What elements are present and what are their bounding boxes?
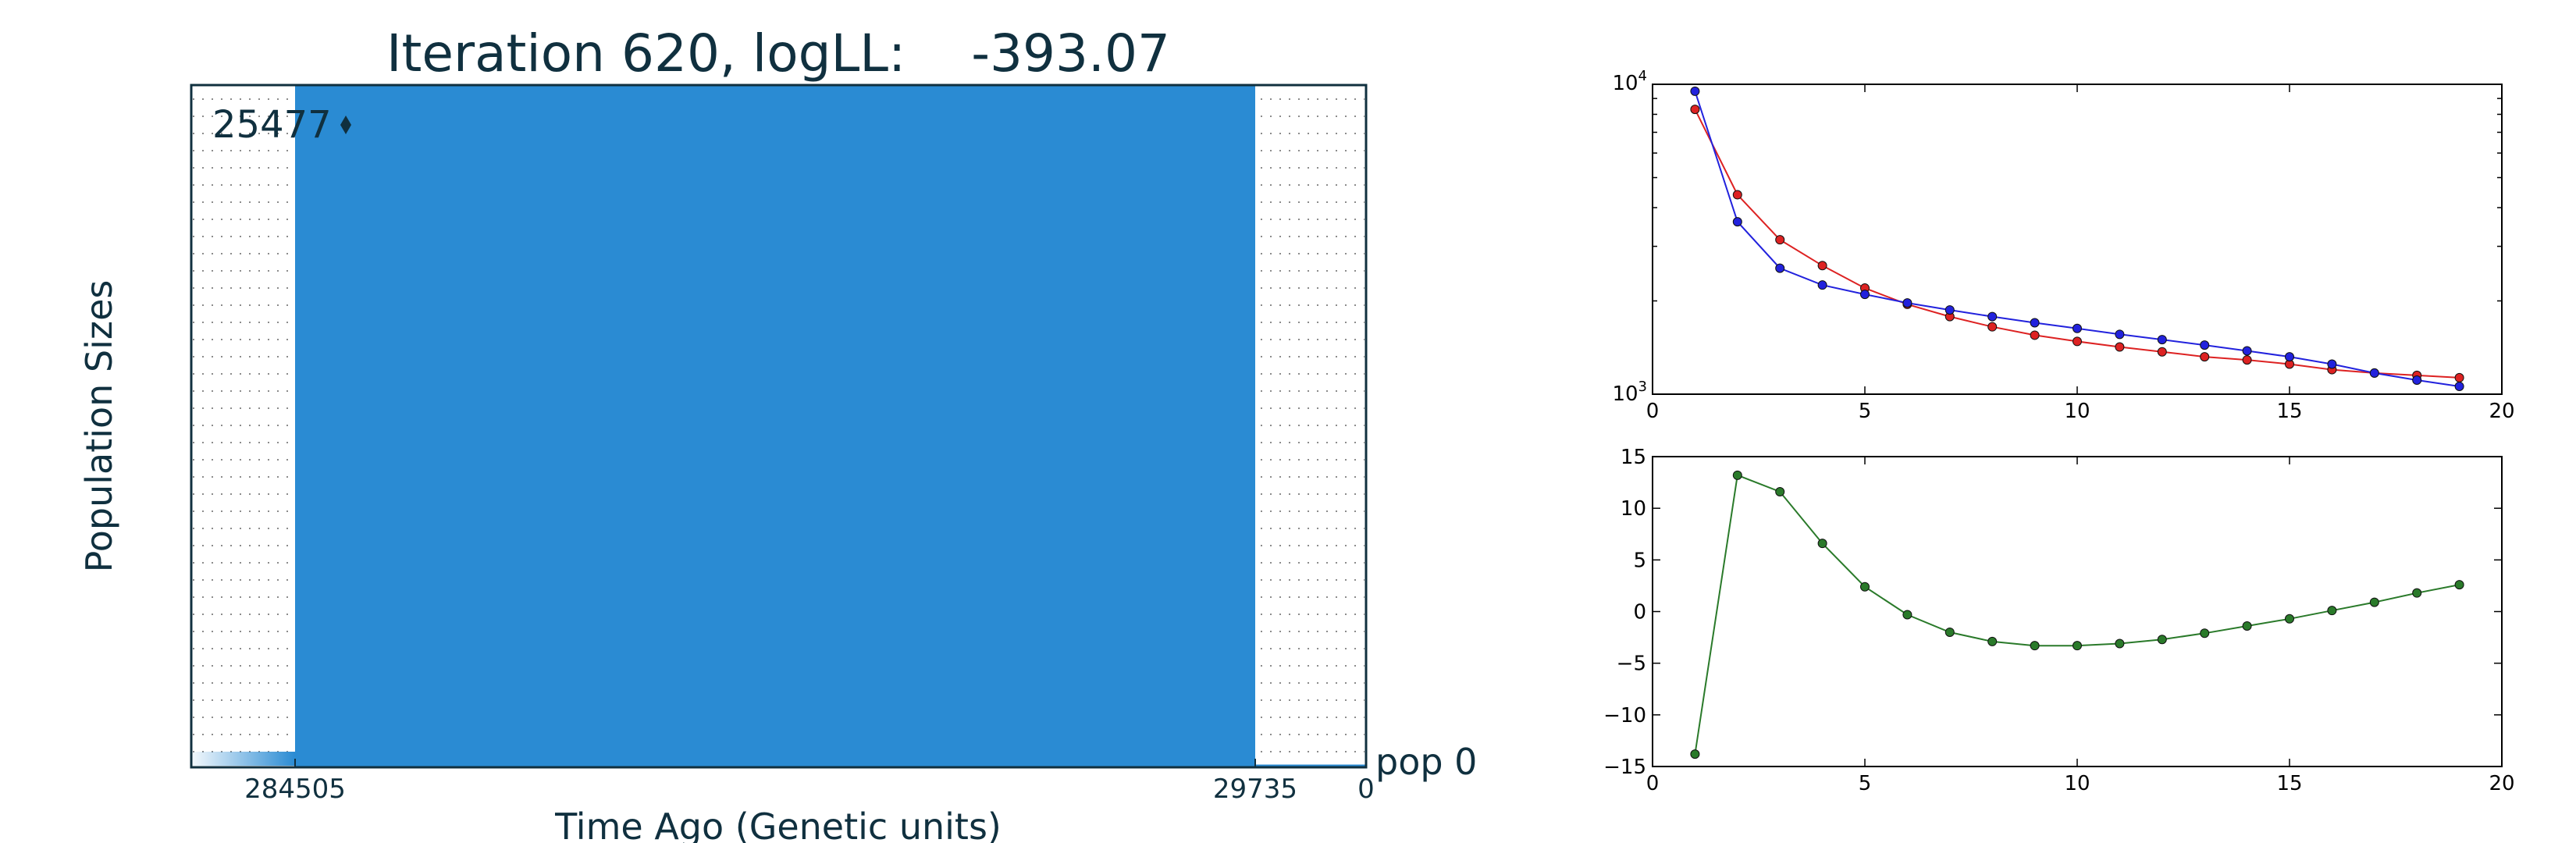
- top-series-1-point-18: [2412, 375, 2422, 386]
- top-x-tick-label-15: 15: [2276, 400, 2302, 423]
- population-label: pop 0: [1375, 741, 1477, 783]
- x-tick-label-0: 0: [1357, 774, 1375, 805]
- top-series-1-point-15: [2285, 352, 2294, 362]
- bottom-y-tick-label-0: 0: [1633, 601, 1646, 624]
- bottom-x-tick-label-5: 5: [1859, 772, 1872, 795]
- top-y-tick-exponent-3: 3: [1638, 379, 1647, 395]
- bottom-series-0-point-11: [2115, 638, 2125, 649]
- x-tick-label-29735: 29735: [1213, 774, 1297, 805]
- bottom-plot-frame: [1652, 456, 2503, 767]
- top-series-0-point-14: [2242, 355, 2252, 365]
- top-series-0-point-1: [1690, 105, 1700, 115]
- top-series-1-point-11: [2115, 329, 2125, 340]
- top-series-0-point-9: [2030, 330, 2040, 340]
- bottom-y-tick-label-5: 5: [1633, 549, 1646, 572]
- chart-title: Iteration 620, logLL: -393.07: [386, 23, 1170, 84]
- bottom-series-0-point-16: [2327, 606, 2337, 616]
- top-x-tick-label-5: 5: [1859, 400, 1872, 423]
- top-series-1-point-2: [1732, 217, 1742, 227]
- size-marker: [340, 116, 351, 134]
- size-annotation: 25477: [212, 103, 332, 147]
- top-series-0-point-3: [1775, 235, 1785, 245]
- top-series-1-point-17: [2369, 368, 2379, 378]
- top-y-tick-exponent-4: 4: [1638, 68, 1647, 84]
- bottom-series-0-point-6: [1902, 610, 1912, 620]
- bottom-series-0-point-15: [2285, 614, 2294, 624]
- bottom-series-0-point-19: [2454, 580, 2464, 590]
- top-series-1-point-4: [1817, 280, 1827, 290]
- y-axis-label: Population Sizes: [78, 280, 120, 573]
- top-y-tick-label-10-3: 103: [1612, 379, 1647, 406]
- bottom-y-tick-label--10: −10: [1603, 704, 1646, 727]
- bottom-series-0-point-10: [2073, 641, 2082, 651]
- top-series-1-point-8: [1987, 311, 1998, 322]
- bottom-series-0-point-17: [2369, 597, 2379, 607]
- top-series-0-point-2: [1732, 190, 1742, 200]
- top-series-1-point-10: [2073, 323, 2082, 333]
- bottom-series-0-point-4: [1817, 539, 1827, 549]
- top-x-ticks: 0 5 10 15 20: [1646, 84, 2515, 423]
- top-series-1-point-16: [2327, 359, 2337, 369]
- top-series-1-point-9: [2030, 318, 2040, 328]
- bottom-series-0-point-12: [2157, 635, 2167, 645]
- bottom-x-tick-label-10: 10: [2064, 772, 2090, 795]
- bottom-y-tick-label-15: 15: [1621, 446, 1646, 469]
- top-x-tick-label-10: 10: [2064, 400, 2090, 423]
- top-series-0-point-10: [2073, 336, 2082, 347]
- bottom-series-group: [1690, 470, 2464, 759]
- top-x-tick-label-0: 0: [1646, 400, 1660, 423]
- panel-frame: [190, 84, 1368, 769]
- bottom-y-tick-label-10: 10: [1621, 497, 1646, 521]
- top-series-0-point-13: [2200, 352, 2210, 362]
- bottom-series-0-point-9: [2030, 641, 2040, 651]
- bottom-x-ticks: 0 5 10 15 20: [1646, 457, 2515, 795]
- bottom-series-0-point-14: [2242, 621, 2252, 631]
- bottom-series-0-point-5: [1860, 582, 1870, 592]
- top-series-0-point-19: [2454, 372, 2464, 382]
- top-series-1-point-14: [2242, 346, 2252, 356]
- bottom-y-tick-label--5: −5: [1617, 653, 1646, 676]
- bottom-series-0-point-2: [1732, 470, 1742, 480]
- top-series-1-point-6: [1902, 298, 1912, 308]
- top-x-tick-label-20: 20: [2489, 400, 2514, 423]
- bottom-series-0-point-3: [1775, 486, 1785, 496]
- top-y-tick-label-10-4: 104: [1612, 68, 1647, 95]
- x-tick-label-284505: 284505: [244, 774, 346, 805]
- top-series-0-point-4: [1817, 261, 1827, 271]
- bottom-series-0-point-1: [1690, 749, 1700, 759]
- bottom-right-panel: 0 5 10 15 20 15 10 5 0 −5 −10 −15: [1603, 446, 2514, 795]
- top-series-0-point-11: [2115, 342, 2125, 352]
- top-series-0-point-8: [1987, 322, 1998, 332]
- top-series-1-point-19: [2454, 381, 2464, 391]
- x-axis-label: Time Ago (Genetic units): [554, 806, 1002, 843]
- bottom-x-tick-label-0: 0: [1646, 772, 1660, 795]
- top-minor-ticks: [1653, 98, 2502, 302]
- population-panel: Iteration 620, logLL: -393.07 25477 Popu…: [78, 23, 1477, 843]
- bottom-series-0-point-7: [1944, 627, 1955, 637]
- top-series-1-point-12: [2157, 335, 2167, 345]
- population-fill-gradient: [191, 752, 295, 766]
- top-series-group: [1690, 86, 2464, 391]
- top-series-1-point-1: [1690, 86, 1700, 96]
- bottom-series-line-0: [1694, 474, 2460, 755]
- bottom-y-ticks: 15 10 5 0 −5 −10 −15: [1603, 446, 2502, 779]
- top-series-1-point-7: [1944, 305, 1955, 315]
- top-series-1-point-5: [1860, 290, 1870, 300]
- population-fill: [295, 85, 1255, 767]
- bottom-series-0-point-13: [2200, 628, 2210, 638]
- bottom-x-tick-label-15: 15: [2276, 772, 2302, 795]
- bottom-x-tick-label-20: 20: [2489, 772, 2514, 795]
- top-right-panel: 0 5 10 15 20 104 103: [1612, 68, 2514, 423]
- top-series-1-point-13: [2200, 340, 2210, 350]
- top-series-0-point-12: [2157, 347, 2167, 357]
- top-series-1-point-3: [1775, 263, 1785, 273]
- bottom-series-0-point-8: [1987, 636, 1998, 646]
- bottom-y-tick-label--15: −15: [1603, 756, 1646, 779]
- bottom-series-0-point-18: [2412, 588, 2422, 598]
